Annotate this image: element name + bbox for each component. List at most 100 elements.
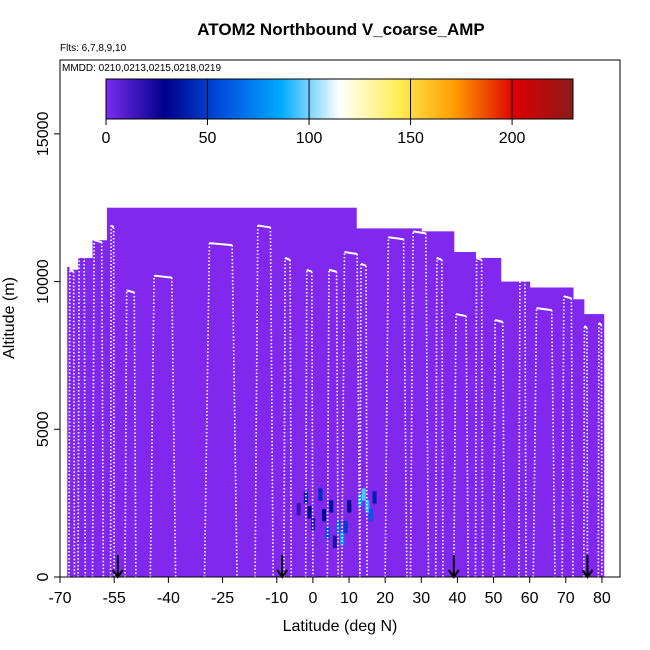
heatmap-cell — [340, 532, 345, 546]
flight-level — [413, 230, 426, 235]
heatmap-cell — [368, 509, 374, 522]
y-tick-label: 5000 — [35, 411, 52, 447]
flight-ascent — [518, 278, 521, 577]
x-tick-label: -10 — [265, 590, 288, 607]
y-axis: 0 5000 10000 15000 — [35, 112, 60, 581]
x-tick-label: 40 — [449, 590, 467, 607]
heatmap-cell — [343, 520, 348, 534]
flight-descent — [83, 256, 87, 577]
flight-level — [455, 313, 467, 318]
flight-level — [110, 224, 115, 229]
flight-ascent — [326, 269, 330, 577]
flight-level — [563, 295, 572, 300]
flight-level — [436, 257, 443, 261]
x-tick-label: -55 — [103, 590, 126, 607]
colorbar — [105, 78, 574, 120]
flight-level — [93, 239, 102, 244]
heatmap-cell — [325, 526, 330, 540]
heatmap-cell — [347, 500, 352, 513]
flight-ascent — [561, 296, 565, 577]
x-tick-label: 30 — [412, 590, 430, 607]
flight-ascent — [68, 269, 71, 577]
heatmap-cell — [365, 500, 370, 513]
heatmap-cell — [329, 500, 334, 513]
flight-level — [476, 257, 482, 261]
flight-descent — [524, 280, 527, 577]
flight-descent — [441, 259, 444, 577]
heatmap-cell — [296, 503, 301, 516]
heatmap-cell — [106, 207, 162, 577]
x-tick-label: 10 — [340, 590, 358, 607]
colorbar-tick-label: 200 — [499, 130, 526, 147]
heatmap-cell — [78, 257, 94, 577]
x-axis-label: Latitude (deg N) — [283, 618, 398, 635]
flight-level — [598, 322, 603, 326]
x-tick-label: -70 — [48, 590, 71, 607]
flight-level — [257, 224, 271, 229]
heatmap-cell — [336, 520, 341, 534]
colorbar-ticks: 0 50 100 150 200 — [102, 79, 526, 147]
heatmap-cell — [372, 491, 377, 504]
flight-descent — [356, 254, 361, 577]
heatmap-cell — [573, 299, 585, 577]
flight-descent — [289, 259, 293, 577]
flight-ascent — [597, 322, 600, 577]
heatmap-cell — [161, 207, 213, 577]
heatmap-cell — [303, 491, 308, 504]
heatmap-cell — [356, 228, 386, 577]
x-axis: -70 -55 -40 -25 -10 0 10 20 30 40 50 60 70 80 — [48, 577, 611, 607]
x-tick-label: 80 — [593, 590, 611, 607]
flight-ascent — [304, 269, 308, 577]
flight-descent — [425, 233, 430, 577]
flight-level — [519, 277, 526, 282]
flight-level — [154, 274, 172, 279]
flight-level — [209, 242, 233, 247]
flight-ascent — [409, 231, 414, 577]
flight-level — [344, 251, 358, 256]
heatmap-cell — [358, 494, 363, 507]
flight-level — [69, 268, 75, 273]
dates-label: MMDD: 0210,0213,0215,0218,0219 — [62, 63, 221, 74]
flight-descent — [402, 239, 408, 577]
heatmap-cell — [332, 535, 337, 548]
flight-descent — [269, 227, 274, 577]
flight-ascent — [254, 225, 259, 577]
flight-descent — [480, 259, 484, 577]
heatmap-cell — [361, 488, 366, 501]
y-tick-label: 15000 — [35, 112, 52, 157]
y-tick-label: 0 — [35, 572, 52, 581]
flight-level — [388, 236, 404, 241]
flight-ascent — [341, 252, 346, 577]
heatmap-cell — [453, 252, 476, 577]
heatmap-cell — [421, 231, 455, 577]
flight-descent — [586, 327, 589, 577]
flight-level — [78, 254, 85, 258]
flight-descent — [600, 324, 603, 577]
flight-ascent — [384, 237, 390, 577]
flight-descent — [112, 227, 115, 577]
heatmap-cell — [92, 240, 108, 577]
flight-level — [494, 319, 504, 323]
flight-descent — [570, 298, 574, 577]
y-axis-label: Altitude (m) — [1, 277, 18, 359]
flight-profile-layer — [68, 224, 603, 577]
heatmap-cell — [321, 509, 327, 522]
flight-ascent — [283, 257, 286, 577]
flight-ascent — [109, 225, 112, 577]
flight-ascent — [474, 257, 478, 577]
flight-descent — [550, 310, 556, 577]
flight-descent — [231, 245, 238, 577]
x-tick-label: 70 — [557, 590, 575, 607]
x-tick-label: -40 — [157, 590, 180, 607]
flight-level — [328, 268, 337, 273]
flight-level — [126, 289, 135, 294]
heatmap-cell — [67, 266, 70, 577]
flight-descent — [171, 277, 177, 577]
y-tick-label: 10000 — [35, 259, 52, 304]
colorbar-tick-label: 50 — [199, 130, 217, 147]
x-tick-label: 50 — [485, 590, 503, 607]
flight-level — [360, 262, 367, 267]
heatmap-cell — [318, 488, 323, 501]
chart-title: ATOM2 Northbound V_coarse_AMP — [197, 20, 484, 39]
